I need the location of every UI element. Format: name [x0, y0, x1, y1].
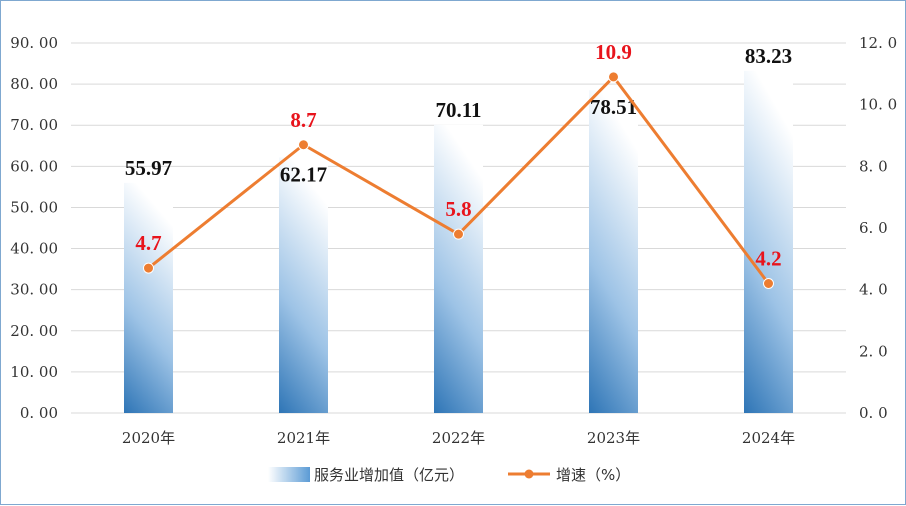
- legend-bar-swatch: [268, 467, 310, 482]
- left-tick-label: 30. 00: [10, 281, 58, 299]
- bar-value-label: 55.97: [125, 156, 172, 180]
- left-tick-label: 40. 00: [10, 240, 58, 258]
- right-tick-label: 8. 0: [859, 157, 888, 175]
- line-data-labels: 4.7 8.7 5.8 10.9 4.2: [135, 40, 781, 271]
- bar: [124, 182, 173, 413]
- legend: 服务业增加值（亿元） 增速（%）: [268, 466, 630, 484]
- right-tick-label: 12. 0: [859, 34, 897, 52]
- line-point: [763, 278, 774, 289]
- right-tick-label: 4. 0: [859, 281, 888, 299]
- line-point: [298, 139, 309, 151]
- bar-value-label: 70.11: [435, 98, 481, 122]
- line-value-label: 4.2: [755, 247, 781, 271]
- line-point: [143, 262, 154, 274]
- x-tick-label: 2022年: [432, 429, 485, 447]
- left-tick-label: 0. 00: [20, 404, 58, 422]
- bar: [434, 124, 483, 414]
- line-value-label: 4.7: [135, 231, 161, 255]
- bar-series: [124, 70, 793, 414]
- left-tick-label: 70. 00: [10, 116, 58, 134]
- line-series: [143, 71, 774, 289]
- left-tick-label: 10. 00: [10, 363, 58, 381]
- legend-bar-label: 服务业增加值（亿元）: [314, 466, 464, 484]
- left-tick-label: 90. 00: [10, 34, 58, 52]
- legend-line-label: 增速（%）: [556, 466, 630, 484]
- bar: [744, 70, 793, 414]
- line-point: [453, 228, 464, 240]
- bar-value-label: 83.23: [745, 44, 792, 68]
- x-tick-label: 2023年: [587, 429, 640, 447]
- right-tick-label: 10. 0: [859, 96, 897, 114]
- x-tick-label: 2024年: [742, 429, 795, 447]
- right-axis-ticks: 0. 0 2. 0 4. 0 6. 0 8. 0 10. 0 12. 0: [859, 34, 897, 422]
- left-tick-label: 60. 00: [10, 157, 58, 175]
- x-axis-ticks: 2020年 2021年 2022年 2023年 2024年: [122, 429, 795, 447]
- line-value-label: 8.7: [290, 108, 316, 132]
- line-point: [608, 71, 619, 83]
- bar: [279, 157, 328, 413]
- line-value-label: 10.9: [595, 40, 632, 64]
- left-tick-label: 20. 00: [10, 322, 58, 340]
- x-tick-label: 2021年: [277, 429, 330, 447]
- right-tick-label: 6. 0: [859, 219, 888, 237]
- right-tick-label: 0. 0: [859, 404, 888, 422]
- legend-line-marker: [524, 469, 534, 479]
- line-value-label: 5.8: [445, 197, 471, 221]
- x-tick-label: 2020年: [122, 429, 175, 447]
- bar: [589, 90, 638, 413]
- bar-value-label: 62.17: [280, 162, 327, 186]
- left-tick-label: 50. 00: [10, 198, 58, 216]
- right-tick-label: 2. 0: [859, 342, 888, 360]
- left-tick-label: 80. 00: [10, 75, 58, 93]
- left-axis-ticks: 0. 00 10. 00 20. 00 30. 00 40. 00 50. 00 60. 0…: [10, 34, 58, 422]
